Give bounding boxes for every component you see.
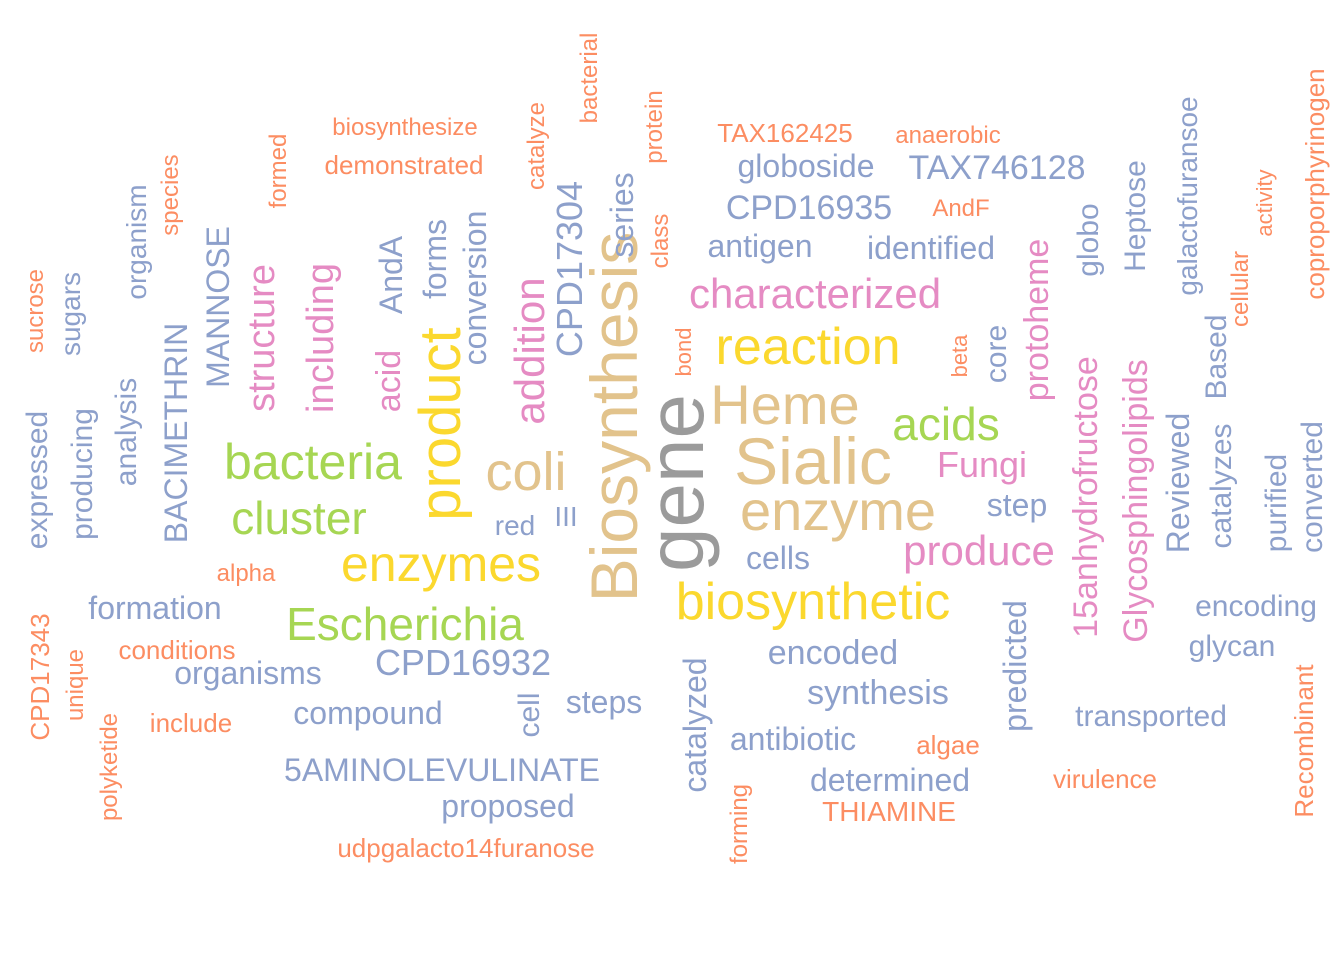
cloud-word-producing: producing xyxy=(66,408,99,540)
cloud-word-cellular: cellular xyxy=(1227,250,1254,328)
cloud-word-sugars: sugars xyxy=(55,271,86,357)
cloud-word-globo: globo xyxy=(1072,203,1105,277)
cloud-word-glycosphingolipids: Glycosphingolipids xyxy=(1117,359,1155,643)
cloud-word-anda: AndA xyxy=(373,235,409,315)
cloud-word-bacteria: bacteria xyxy=(224,434,402,490)
cloud-word-class: class xyxy=(647,213,674,269)
cloud-word-galactofuransoe: galactofuransoe xyxy=(1172,96,1203,296)
cloud-word-udpgalacto14furanose: udpgalacto14furanose xyxy=(337,833,595,863)
cloud-word-forms: forms xyxy=(417,219,453,299)
cloud-word-formed: formed xyxy=(265,133,292,209)
cloud-word-enzymes: enzymes xyxy=(340,536,542,592)
cloud-word-reaction: reaction xyxy=(715,318,901,376)
cloud-word-heme: Heme xyxy=(710,373,860,436)
cloud-word-addition: addition xyxy=(506,277,553,425)
cloud-word-organism: organism xyxy=(121,184,152,300)
cloud-word-cell: cell xyxy=(513,692,546,738)
cloud-word-acid: acid xyxy=(370,349,408,413)
cloud-word-based: Based xyxy=(1200,314,1233,400)
cloud-word-bacimethrin: BACIMETHRIN xyxy=(158,322,194,544)
cloud-word-cpd17343: CPD17343 xyxy=(25,613,55,741)
cloud-word-bacterial: bacterial xyxy=(576,32,603,124)
cloud-word-tax162425: TAX162425 xyxy=(717,118,853,148)
cloud-word-formation: formation xyxy=(88,590,222,626)
cloud-word-catalyzed: catalyzed xyxy=(677,657,713,793)
cloud-word-biosynthesis: Biosynthesis xyxy=(577,231,651,603)
cloud-word-fungi: Fungi xyxy=(936,444,1028,485)
cloud-word-antigen: antigen xyxy=(707,228,813,264)
cloud-word-biosynthetic: biosynthetic xyxy=(675,573,951,631)
cloud-word-converted: converted xyxy=(1296,421,1329,553)
cloud-word-steps: steps xyxy=(565,684,643,720)
cloud-word-heptose: Heptose xyxy=(1119,160,1152,272)
cloud-word-anaerobic: anaerobic xyxy=(895,122,1001,149)
cloud-word-transported: transported xyxy=(1075,700,1227,733)
cloud-word-include: include xyxy=(149,708,233,738)
cloud-word-andf: AndF xyxy=(932,195,990,222)
cloud-word-cluster: cluster xyxy=(231,492,367,544)
cloud-word-series: series xyxy=(604,172,640,258)
cloud-word-conditions: conditions xyxy=(118,635,236,665)
cloud-word-encoding: encoding xyxy=(1195,590,1317,623)
cloud-word-activity: activity xyxy=(1252,169,1277,237)
cloud-word-globoside: globoside xyxy=(737,148,875,184)
cloud-word-reviewed: Reviewed xyxy=(1160,412,1196,554)
cloud-word-determined: determined xyxy=(809,762,971,798)
cloud-word-step: step xyxy=(986,487,1048,523)
cloud-word-cpd17304: CPD17304 xyxy=(549,180,590,358)
cloud-word-protoheme: protoheme xyxy=(1018,238,1056,402)
cloud-word-core: core xyxy=(980,324,1013,384)
cloud-word-acids: acids xyxy=(892,398,1000,450)
cloud-word-forming: forming xyxy=(726,783,753,865)
cloud-word-structure: structure xyxy=(241,264,283,412)
cloud-word-5aminolevulinate: 5AMINOLEVULINATE xyxy=(284,752,600,788)
cloud-word-sucrose: sucrose xyxy=(22,268,49,354)
cloud-word-alpha: alpha xyxy=(216,560,276,587)
cloud-word-conversion: conversion xyxy=(457,210,493,366)
cloud-word-glycan: glycan xyxy=(1188,630,1276,663)
cloud-word-catalyzes: catalyzes xyxy=(1205,423,1238,549)
cloud-word-species: species xyxy=(157,154,184,236)
cloud-word-catalyze: catalyze xyxy=(523,101,550,191)
cloud-word-expressed: expressed xyxy=(21,410,54,550)
cloud-word-demonstrated: demonstrated xyxy=(324,150,484,180)
cloud-word-coproporphyrinogen: coproporphyrinogen xyxy=(1300,68,1330,300)
cloud-word-polyketide: polyketide xyxy=(96,712,123,822)
cloud-word-analysis: analysis xyxy=(110,377,143,487)
cloud-word-iii: III xyxy=(554,501,578,532)
cloud-word-identified: identified xyxy=(866,230,996,266)
cloud-word-coli: coli xyxy=(485,442,567,502)
cloud-word-sialic: Sialic xyxy=(734,424,892,498)
cloud-word-proposed: proposed xyxy=(441,788,575,824)
cloud-word-protein: protein xyxy=(641,90,668,164)
cloud-word-biosynthesize: biosynthesize xyxy=(332,114,478,141)
cloud-word-algae: algae xyxy=(916,730,980,760)
cloud-word-cpd16932: CPD16932 xyxy=(374,642,552,683)
cloud-word-thiamine: THIAMINE xyxy=(822,796,956,827)
cloud-word-cpd16935: CPD16935 xyxy=(725,189,893,227)
cloud-word-antibiotic: antibiotic xyxy=(729,721,857,757)
cloud-word-enzyme: enzyme xyxy=(739,479,937,542)
cloud-word-synthesis: synthesis xyxy=(807,674,949,712)
cloud-word-including: including xyxy=(300,263,342,413)
cloud-word-predicted: predicted xyxy=(997,600,1033,732)
cloud-word-beta: beta xyxy=(947,334,972,378)
cloud-word-escherichia: Escherichia xyxy=(286,598,524,650)
cloud-word-unique: unique xyxy=(62,648,89,722)
cloud-word-virulence: virulence xyxy=(1052,764,1158,794)
cloud-word-15anhydrofructose: 15anhydrofructose xyxy=(1067,356,1105,638)
cloud-word-encoded: encoded xyxy=(767,634,899,672)
cloud-word-purified: purified xyxy=(1260,453,1293,553)
cloud-word-characterized: characterized xyxy=(688,270,942,317)
cloud-word-tax746128: TAX746128 xyxy=(908,149,1086,187)
cloud-word-cells: cells xyxy=(745,540,811,576)
cloud-word-bond: bond xyxy=(671,327,696,377)
cloud-word-mannose: MANNOSE xyxy=(200,226,236,388)
cloud-word-recombinant: Recombinant xyxy=(1289,664,1319,818)
cloud-word-compound: compound xyxy=(293,695,443,731)
cloud-word-produce: produce xyxy=(903,527,1055,574)
cloud-word-red: red xyxy=(494,510,536,541)
cloud-word-organisms: organisms xyxy=(174,655,322,691)
